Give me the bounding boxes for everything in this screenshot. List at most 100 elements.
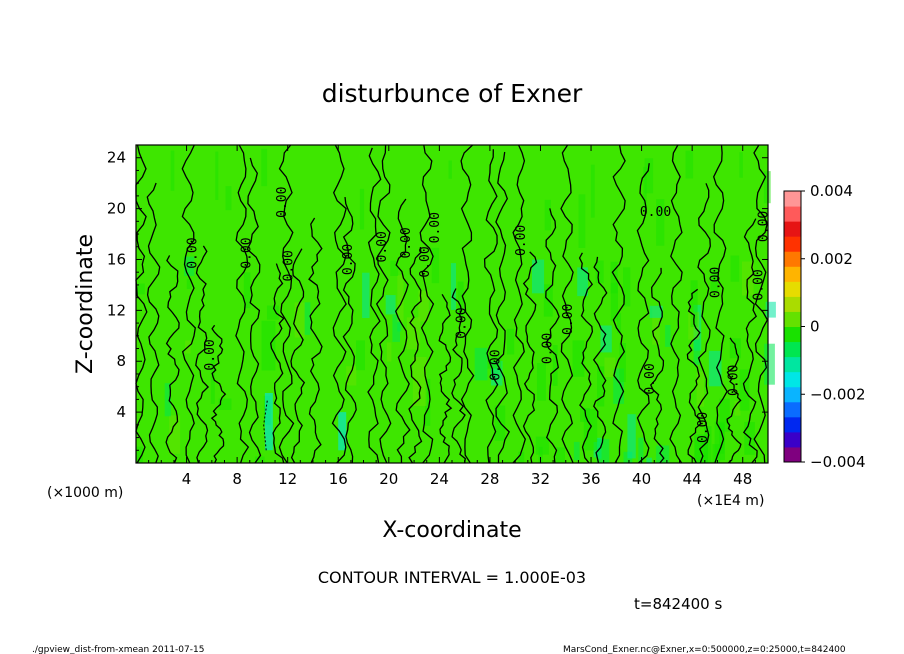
- colorbar-swatch: [784, 266, 801, 282]
- color-patch: [719, 398, 730, 432]
- contour-line: [181, 144, 196, 464]
- color-patch: [136, 446, 143, 463]
- contour-label: 0.00: [275, 187, 290, 218]
- colorbar-tick-label: 0: [810, 318, 820, 336]
- color-patch: [644, 158, 654, 194]
- colorbar-swatch: [784, 401, 801, 418]
- color-patch: [704, 426, 712, 463]
- color-patch: [392, 314, 400, 342]
- color-patch: [597, 366, 605, 407]
- color-patch: [627, 414, 636, 459]
- color-patch: [304, 302, 311, 335]
- chart-title: disturbunce of Exner: [322, 79, 583, 108]
- contour-label: 0.00: [514, 225, 529, 256]
- footer-left: ./gpview_dist-from-xmean 2011-07-15: [32, 645, 204, 654]
- contour-line: [195, 245, 210, 464]
- color-patch: [266, 305, 279, 320]
- colorbar-swatch: [784, 371, 801, 388]
- color-patch: [572, 340, 585, 377]
- contour-label: 0.00: [489, 349, 504, 380]
- color-patch: [619, 343, 626, 383]
- contour-line: [394, 198, 411, 464]
- color-patch: [210, 357, 215, 404]
- colorbar-tick-label: −0.004: [810, 453, 866, 471]
- x-tick-label: 48: [733, 470, 752, 488]
- color-patch: [577, 267, 588, 297]
- contour-line: [460, 144, 475, 464]
- x-tick-label: 32: [531, 470, 550, 488]
- contour-label: 0.00: [726, 365, 741, 396]
- color-patch: [652, 306, 660, 345]
- contour-line: [165, 255, 180, 464]
- color-patch: [215, 151, 219, 200]
- contour-line: [611, 144, 626, 464]
- contour-line: [451, 288, 467, 464]
- y-axis: 4 8 12 16 20 24: [107, 149, 768, 451]
- colorbar-swatch: [784, 236, 801, 252]
- contour-line: [483, 149, 499, 464]
- contour-label: 0.00: [752, 269, 767, 300]
- color-patch: [448, 160, 452, 179]
- color-patch: [218, 398, 232, 410]
- x-tick-label: 24: [430, 470, 449, 488]
- x-tick-label: 4: [182, 470, 192, 488]
- contour-label: 0.00: [428, 212, 443, 243]
- y-tick-label: 16: [107, 250, 126, 268]
- color-patch: [710, 267, 719, 292]
- color-patch: [708, 350, 722, 387]
- contour-line: [560, 144, 574, 464]
- color-patch: [169, 415, 181, 454]
- x-tick-label: 36: [581, 470, 600, 488]
- x-tick-label: 12: [278, 470, 297, 488]
- color-patch: [254, 456, 265, 463]
- color-patch: [544, 199, 551, 231]
- contour-line: [697, 183, 711, 464]
- color-patch: [649, 305, 663, 318]
- x-tick-label: 40: [632, 470, 651, 488]
- footer-right: MarsCond_Exner.nc@Exner,x=0:500000,z=0:2…: [563, 645, 846, 654]
- contour-line: [545, 208, 560, 464]
- contour-line: [753, 144, 769, 464]
- color-patch: [623, 267, 631, 307]
- contour-line: [592, 256, 608, 464]
- contour-label: 0.00: [709, 267, 724, 298]
- color-patch: [356, 340, 365, 371]
- color-patch: [390, 260, 399, 276]
- color-patch: [346, 366, 357, 386]
- contour-line: [408, 247, 423, 464]
- colorbar-swatch: [784, 341, 801, 358]
- color-patch: [243, 272, 251, 309]
- y-tick-label: 4: [116, 403, 126, 421]
- contour-line: [522, 251, 538, 464]
- colorbar-swatch: [784, 251, 801, 267]
- color-patch: [518, 451, 525, 463]
- y-tick-label: 8: [116, 352, 126, 370]
- color-patch: [136, 283, 145, 295]
- color-patches: [136, 148, 776, 463]
- colorbar-swatch: [784, 431, 801, 448]
- colorbar-tick-label: 0.004: [810, 182, 853, 200]
- color-patch: [538, 446, 543, 463]
- color-patch: [555, 447, 565, 463]
- contour-label: 0.00: [203, 339, 218, 370]
- color-patch: [600, 325, 612, 353]
- contour-line: [375, 144, 392, 464]
- color-patch: [693, 338, 700, 365]
- contour-label: 0.00: [240, 237, 255, 268]
- contour-label: 0.00: [399, 227, 414, 258]
- contour-line: [270, 263, 285, 464]
- color-patch: [763, 171, 771, 204]
- contour-label: 0.00: [696, 412, 711, 443]
- contour-line: [686, 288, 702, 464]
- color-patch: [714, 421, 725, 461]
- contour-line: [512, 144, 527, 464]
- contour-label: 0.00: [561, 304, 576, 335]
- contour-line: [419, 144, 435, 464]
- color-patch: [578, 194, 586, 248]
- color-patch: [590, 164, 595, 218]
- color-patch: [536, 363, 546, 401]
- color-patch: [739, 152, 743, 178]
- contour-line: [278, 144, 295, 464]
- contour-line: [342, 197, 357, 464]
